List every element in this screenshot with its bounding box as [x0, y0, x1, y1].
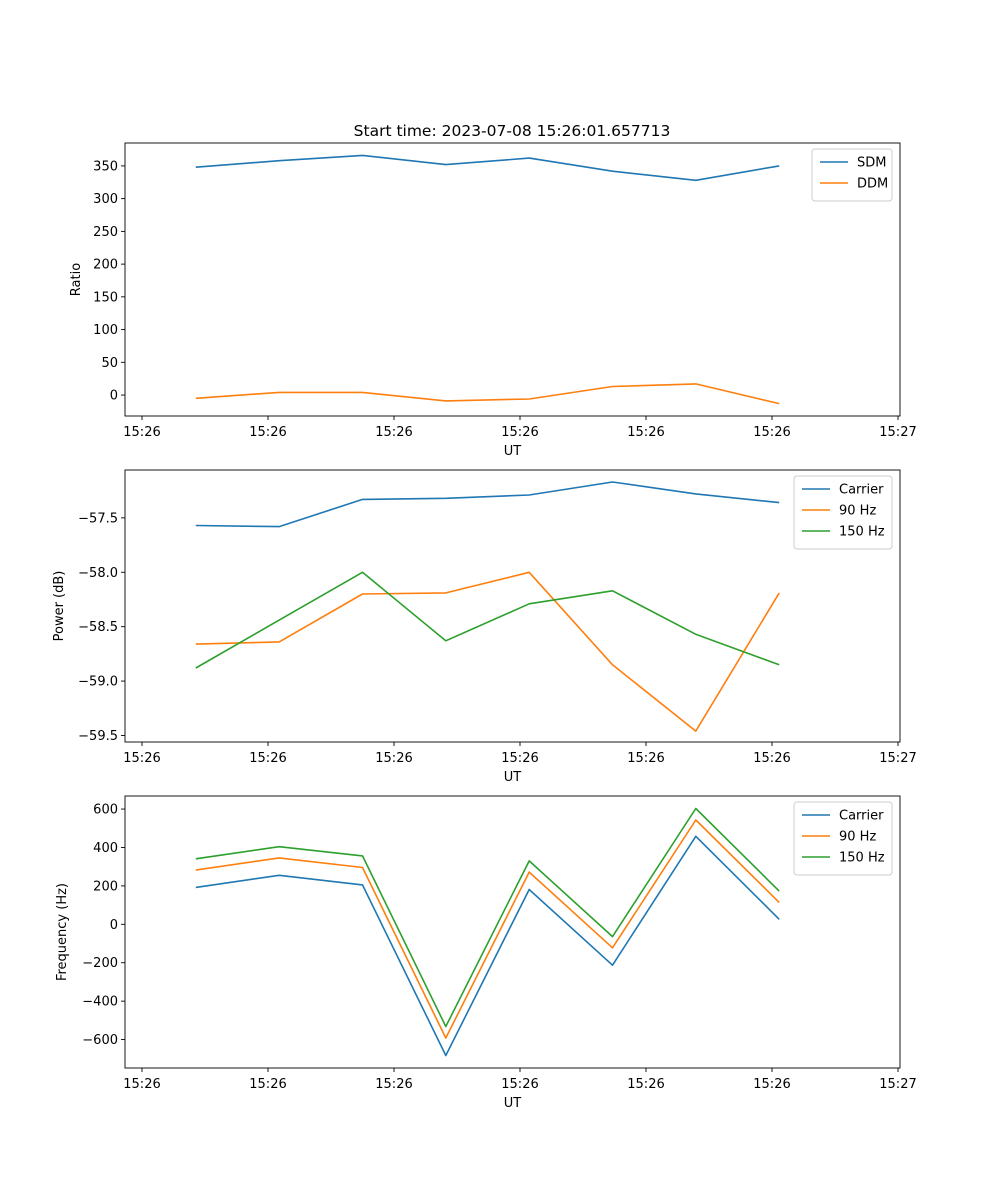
plot3-group: 15:26 15:26 15:26 15:26 15:26 15:26 15:27 −600 −…	[55, 795, 917, 1111]
plot1-y-tick-label: 250	[93, 225, 118, 240]
plot1-x-tick-label: 15:26	[627, 425, 664, 440]
plot2-legend-label-90-hz: 90 Hz	[839, 504, 876, 519]
plot2-x-tick-label: 15:26	[375, 751, 412, 766]
plot1-x-axis-label: UT	[504, 444, 522, 459]
plot2-y-tick-label: −58.0	[78, 566, 118, 581]
plot3-legend-label-90-hz: 90 Hz	[839, 830, 876, 845]
plot2-x-tick-label: 15:27	[879, 751, 916, 766]
plot2-x-tick-label: 15:26	[123, 751, 160, 766]
plot1-x-tick-label: 15:27	[879, 425, 916, 440]
plot2-y-tick-label: −59.5	[78, 729, 118, 744]
plot3-series-line-150-hz	[195, 807, 780, 1028]
plot1-x-tick-label: 15:26	[249, 425, 286, 440]
plot3-x-tick-label: 15:26	[375, 1077, 412, 1092]
plot1-x-tick-label: 15:26	[753, 425, 790, 440]
plot1-y-tick-label: 300	[93, 192, 118, 207]
plot2-group: 15:26 15:26 15:26 15:26 15:26 15:26 15:27 −59.5…	[52, 469, 917, 785]
plot2-series-line-90-hz	[195, 571, 780, 732]
plot2-x-tick-label: 15:26	[627, 751, 664, 766]
plot2-y-tick-label: −57.5	[78, 511, 118, 526]
plot1-y-axis-label: Ratio	[69, 263, 84, 296]
plot3-x-tick-label: 15:27	[879, 1077, 916, 1092]
figure-title: Start time: 2023-07-08 15:26:01.657713	[354, 122, 671, 140]
plot3-x-tick-label: 15:26	[123, 1077, 160, 1092]
plot3-axes-frame	[124, 795, 901, 1069]
plot3-series-line-carrier	[195, 835, 780, 1057]
plot2-x-tick-label: 15:26	[501, 751, 538, 766]
plot3-series-line-90-hz	[195, 819, 780, 1039]
plot1-x-tick-label: 15:26	[501, 425, 538, 440]
plot1-x-tick-label: 15:26	[123, 425, 160, 440]
plot2-legend-label-carrier: Carrier	[839, 483, 884, 498]
plot3-y-tick-label: 600	[93, 803, 118, 818]
plot1-y-tick-label: 100	[93, 323, 118, 338]
plot3-x-axis-label: UT	[504, 1096, 522, 1111]
plot1-group: 15:26 15:26 15:26 15:26 15:26 15:26 15:27 0 50 10…	[69, 142, 917, 459]
plot1-axes-frame	[124, 142, 901, 417]
plot3-x-tick-label: 15:26	[249, 1077, 286, 1092]
plot3-y-tick-label: 400	[93, 841, 118, 856]
plot2-legend-label-150-hz: 150 Hz	[839, 525, 885, 540]
plot1-y-tick-label: 0	[110, 389, 118, 404]
plot1-x-tick-label: 15:26	[375, 425, 412, 440]
plot1-legend-label-ddm: DDM	[857, 177, 888, 192]
plot3-y-tick-label: −600	[82, 1033, 118, 1048]
plot1-y-tick-label: 50	[101, 356, 118, 371]
plot1-y-tick-label: 150	[93, 290, 118, 305]
plot3-legend-label-carrier: Carrier	[839, 809, 884, 824]
plot1-y-tick-label: 350	[93, 159, 118, 174]
plot3-y-tick-label: −400	[82, 995, 118, 1010]
plot2-y-tick-label: −58.5	[78, 620, 118, 635]
plot3-x-tick-label: 15:26	[501, 1077, 538, 1092]
plot2-series-line-carrier	[195, 481, 780, 528]
plot1-series-line-sdm	[195, 154, 780, 182]
plot2-x-tick-label: 15:26	[753, 751, 790, 766]
plot1-series-line-ddm	[195, 383, 780, 405]
plot3-x-tick-label: 15:26	[627, 1077, 664, 1092]
plot3-x-tick-label: 15:26	[753, 1077, 790, 1092]
plot3-y-tick-label: 0	[110, 918, 118, 933]
plot3-y-tick-label: −200	[82, 956, 118, 971]
plot3-y-tick-label: 200	[93, 879, 118, 894]
plot3-legend-label-150-hz: 150 Hz	[839, 851, 885, 866]
plot1-legend-label-sdm: SDM	[857, 156, 886, 171]
plot3-y-axis-label: Frequency (Hz)	[55, 883, 70, 981]
plot2-x-axis-label: UT	[504, 770, 522, 785]
plot2-y-tick-label: −59.0	[78, 675, 118, 690]
plot2-x-tick-label: 15:26	[249, 751, 286, 766]
plot2-y-axis-label: Power (dB)	[52, 571, 67, 642]
plot1-y-tick-label: 200	[93, 258, 118, 273]
plot2-series-line-150-hz	[195, 571, 780, 669]
plot2-axes-frame	[124, 469, 901, 743]
